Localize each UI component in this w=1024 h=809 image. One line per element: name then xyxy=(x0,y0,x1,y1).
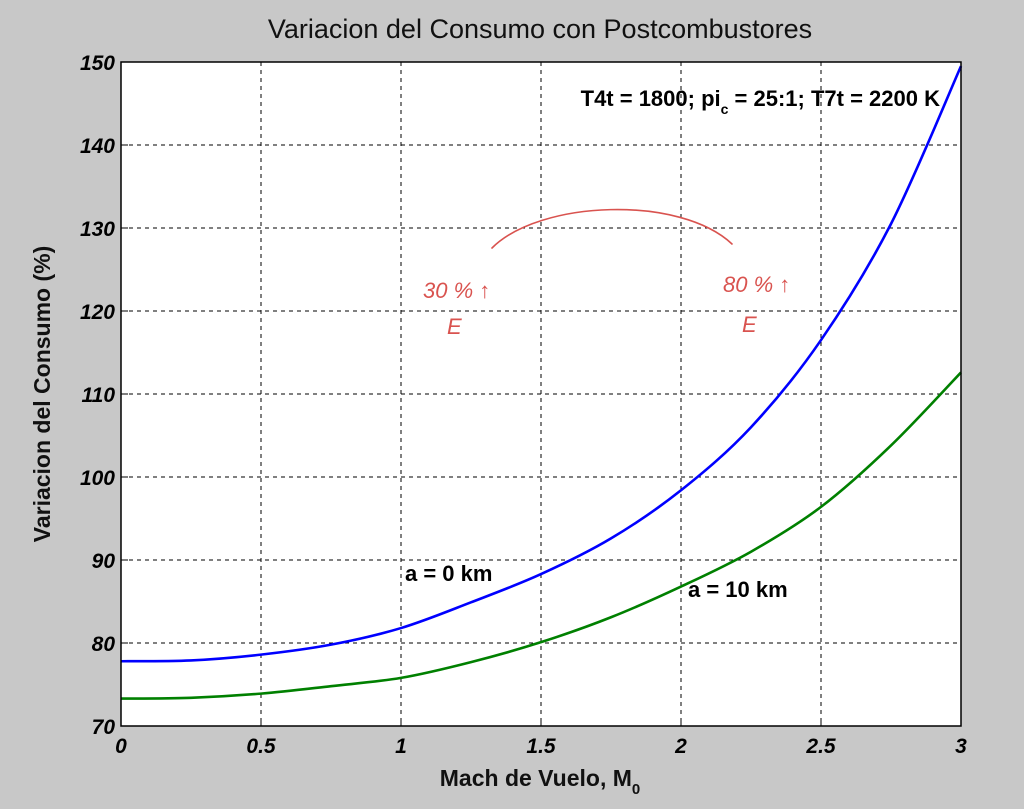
y-tick-labels: 70 80 90 100 110 120 130 140 150 xyxy=(80,52,128,739)
params-annotation: T4t = 1800; pic = 25:1; T7t = 2200 K xyxy=(581,86,940,117)
handwritten-note-right-sub: E xyxy=(742,312,757,337)
x-tick-label-3: 1.5 xyxy=(526,735,556,758)
handwritten-note-left: 30 % ↑ xyxy=(423,278,490,303)
y-tick-label-2: 90 xyxy=(92,550,116,573)
x-axis-label: Mach de Vuelo, M0 xyxy=(440,765,640,798)
x-tick-label-0: 0 xyxy=(115,735,127,758)
handwritten-note-right: 80 % ↑ xyxy=(723,272,790,297)
y-tick-label-1: 80 xyxy=(92,633,116,656)
y-tick-label-6: 130 xyxy=(80,218,115,241)
chart-title: Variacion del Consumo con Postcombustore… xyxy=(268,14,812,44)
y-axis-label: Variacion del Consumo (%) xyxy=(29,246,55,543)
x-tick-label-2: 1 xyxy=(395,735,407,758)
plot-frame xyxy=(120,61,962,727)
series-lines xyxy=(120,65,963,700)
x-axis-label-sub: 0 xyxy=(632,781,640,798)
y-tick-label-4: 110 xyxy=(82,384,116,407)
x-tick-label-1: 0.5 xyxy=(246,735,276,758)
x-tick-label-6: 3 xyxy=(955,735,967,758)
y-tick-label-8: 150 xyxy=(80,52,115,75)
series-line-0 xyxy=(120,65,963,663)
x-tick-label-4: 2 xyxy=(674,735,687,758)
handwritten-note-left-sub: E xyxy=(447,314,462,339)
params-annotation-part1: T4t = 1800; pi xyxy=(581,86,721,111)
handwritten-arc xyxy=(491,208,733,249)
params-annotation-sub: c xyxy=(721,101,729,117)
y-tick-label-3: 100 xyxy=(80,467,115,490)
series-label-a0: a = 0 km xyxy=(405,561,492,586)
x-axis-label-main: Mach de Vuelo, M xyxy=(440,765,632,791)
handwritten-annotation: 30 % ↑ E 80 % ↑ E xyxy=(423,208,790,339)
series-line-1 xyxy=(120,371,962,700)
y-tick-label-5: 120 xyxy=(80,301,115,324)
params-annotation-part2: = 25:1; T7t = 2200 K xyxy=(728,86,940,111)
y-tick-label-0: 70 xyxy=(92,716,116,739)
y-tick-label-7: 140 xyxy=(80,135,115,158)
x-tick-label-5: 2.5 xyxy=(805,735,836,758)
series-label-a10: a = 10 km xyxy=(688,577,788,602)
